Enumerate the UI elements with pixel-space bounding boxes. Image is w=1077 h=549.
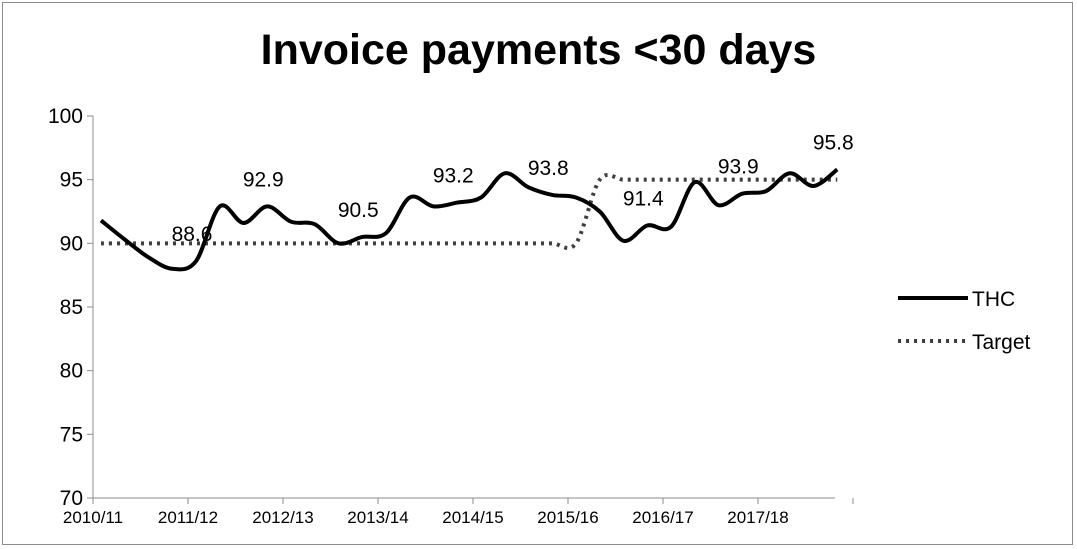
y-axis-ticks: 70 75 80 85 90 95 100 [48,105,93,510]
data-label: 93.9 [718,156,759,179]
x-tick-label: 2013/14 [347,508,408,527]
data-label: 93.2 [433,165,474,188]
x-tick-label: 2011/12 [158,508,218,527]
data-label: 91.4 [623,188,664,211]
y-tick-label: 100 [48,105,83,128]
series-lines [99,167,839,272]
x-tick-label: 2012/13 [252,508,313,527]
series-line-thc [99,167,839,272]
data-label: 95.8 [813,131,854,154]
data-label: 90.5 [338,199,379,222]
legend: THC Target [898,288,1031,354]
data-label: 92.9 [243,168,284,191]
data-labels: 88.6 92.9 90.5 93.2 93.8 91.4 93.9 95.8 [172,131,854,246]
chart-title: Invoice payments <30 days [260,26,817,74]
x-tick-label: 2010/11 [63,508,123,527]
y-tick-label: 90 [60,232,83,255]
x-tick-label: 2015/16 [537,508,598,527]
y-tick-label: 85 [60,296,83,319]
y-tick-label: 75 [60,423,83,446]
x-tick-label: 2014/15 [442,508,503,527]
data-label: 88.6 [172,223,213,246]
series-line-target [101,173,838,250]
x-axis-ticks: 2010/11 2011/12 2012/13 2013/14 2014/15 2015/… [63,498,854,527]
legend-label-target: Target [972,331,1031,354]
y-tick-label: 80 [60,360,83,383]
legend-label-thc: THC [972,288,1015,311]
x-tick-label: 2016/17 [632,508,693,527]
x-tick-label: 2017/18 [727,508,788,527]
data-label: 93.8 [528,157,569,180]
y-tick-label: 70 [60,487,83,510]
y-tick-label: 95 [60,169,83,192]
